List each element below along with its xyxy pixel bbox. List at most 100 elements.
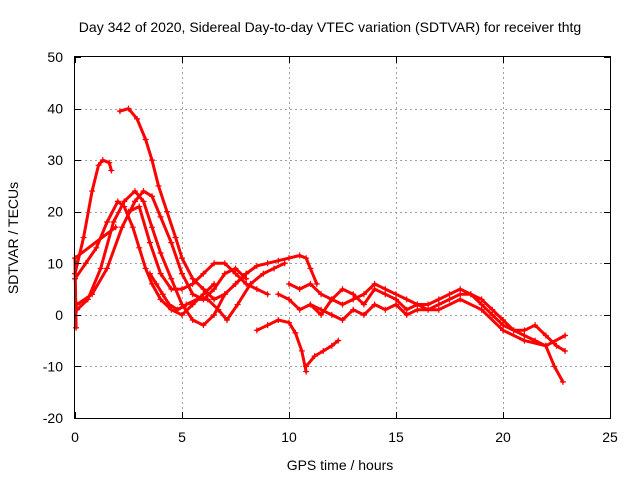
data-point [104,219,111,226]
data-point [350,291,357,298]
data-point [275,317,282,324]
y-tick-label: 10 [47,255,63,271]
data-point [298,347,305,354]
data-point [121,198,128,205]
data-point [446,291,453,298]
data-point [286,319,292,326]
data-point [296,252,303,259]
data-point [223,317,230,324]
data-point [97,265,104,272]
data-point [335,337,342,344]
data-point [281,260,288,267]
series-track-4 [74,188,250,308]
data-point [500,327,506,334]
data-point [221,270,228,277]
series-track-3 [74,188,228,329]
data-point [318,311,325,318]
data-point [179,255,185,262]
data-point [131,198,138,205]
data-point [116,108,123,115]
data-point [232,280,239,287]
data-point [403,311,410,318]
data-point [478,306,485,313]
data-point [559,378,566,385]
data-point [134,115,141,122]
data-point [553,342,560,349]
series-line [276,287,567,353]
data-point [204,296,211,303]
data-point [303,363,310,370]
data-point [89,291,96,298]
data-point [478,301,485,308]
data-point [307,280,314,287]
data-point [275,257,282,264]
data-point [371,280,378,287]
data-point [328,311,335,318]
data-point [562,347,569,354]
data-point [307,301,314,308]
data-point [414,306,421,313]
series-line [234,254,319,286]
data-point [243,270,250,277]
data-point [446,296,453,303]
series-track-13 [307,296,569,349]
data-point [393,296,399,303]
data-point [467,291,474,298]
series-line [304,339,340,368]
data-point [200,286,207,293]
data-point [311,353,318,360]
data-point [89,188,96,195]
data-point [174,306,181,313]
data-point [382,286,389,293]
series-line [308,297,567,348]
series-line [73,158,113,276]
data-point [146,270,153,277]
data-point [303,368,310,375]
data-point [292,329,299,336]
data-point [232,265,239,272]
data-point [168,275,175,282]
data-point [136,203,143,210]
data-point [149,193,156,200]
data-point [551,363,558,370]
data-point [106,159,113,166]
data-point [129,224,136,231]
y-tick-label: 0 [55,307,63,323]
data-point [179,311,185,318]
y-tick-label: 30 [47,152,63,168]
data-point [189,317,196,324]
data-point [296,306,303,313]
data-point [318,306,325,313]
data-point [425,301,432,308]
data-point [140,198,147,205]
data-point [82,260,89,267]
data-point [500,322,506,329]
x-tick-labels: 0 5 10 15 20 25 [71,429,618,445]
data-point [149,157,156,164]
data-point [142,136,149,143]
data-point [189,291,196,298]
data-point [521,332,528,339]
data-point [253,262,260,269]
data-point [403,306,410,313]
data-point [168,306,175,313]
data-point [119,224,126,231]
data-point [131,188,138,195]
x-tick-label: 0 [71,429,79,445]
series-track-9 [253,317,310,375]
data-point [108,167,115,174]
data-point [371,301,378,308]
data-point [303,255,310,262]
data-point [542,342,549,349]
data-point [562,332,569,339]
y-axis-title: SDTVAR / TECUs [5,182,21,294]
data-point [296,286,303,293]
data-point [189,275,196,282]
data-point [243,275,250,282]
data-point [104,265,111,272]
data-point [211,296,218,303]
series-layer [72,105,569,385]
data-point [99,157,106,164]
data-point [211,260,218,267]
